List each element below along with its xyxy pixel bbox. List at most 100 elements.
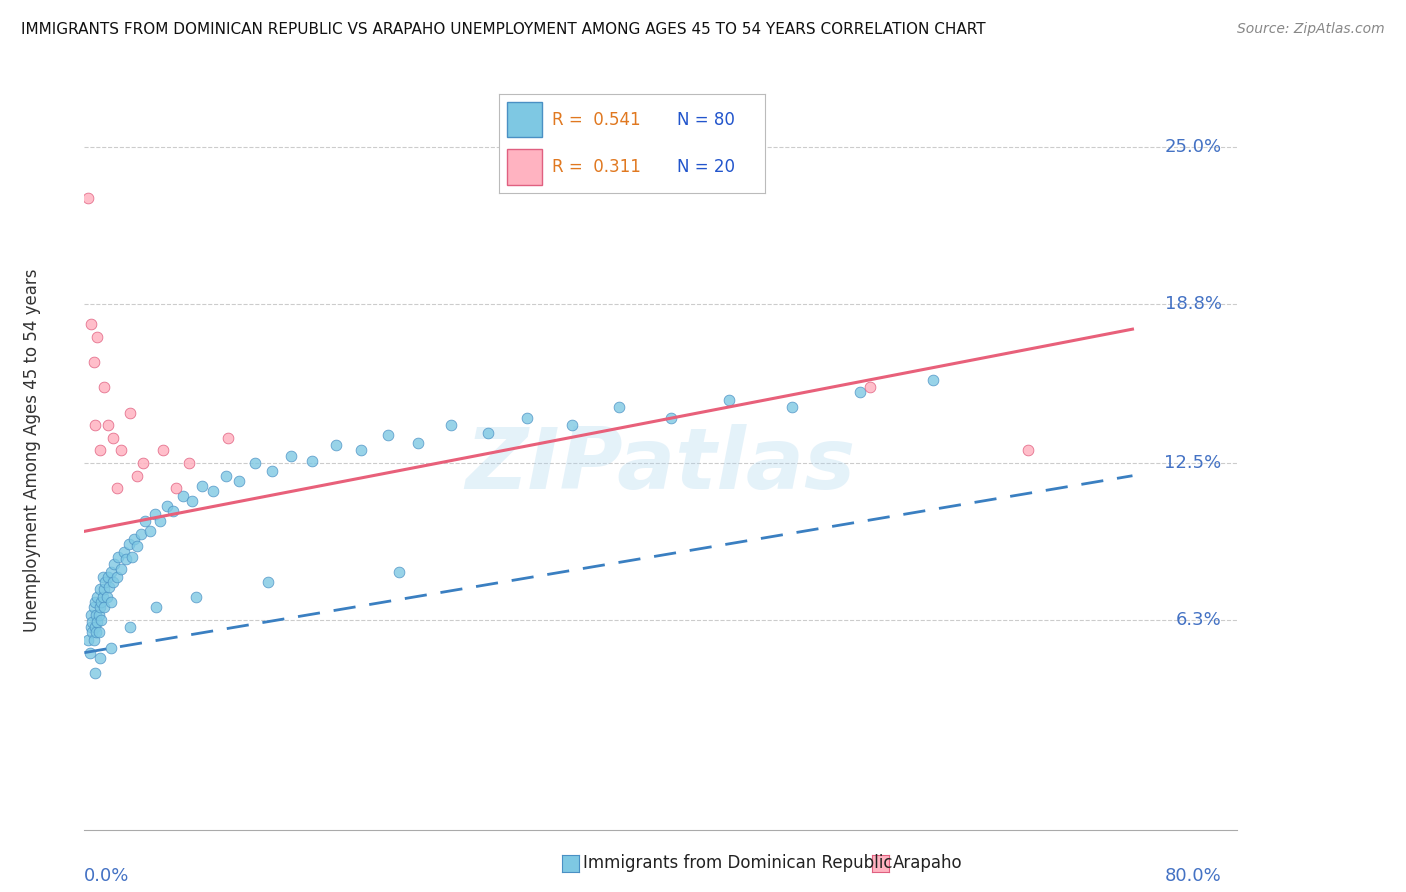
Point [89,582,111,597]
Point [83,600,105,615]
Point [179,456,201,470]
Point [143,507,166,521]
Point [780,401,803,415]
Point [717,392,740,407]
Point [79,646,101,660]
Point [125,468,148,483]
Point [80,317,103,331]
Point [112,544,135,558]
Point [607,401,630,415]
Point [121,549,143,564]
Point [134,514,156,528]
Point [93,600,115,615]
Point [120,406,142,420]
Point [83,418,105,433]
Point [89,443,111,458]
Point [162,504,184,518]
Point [80,607,103,622]
Point [84,607,107,622]
Point [86,330,108,344]
Point [377,428,399,442]
Point [100,595,122,609]
Point [152,443,174,458]
Point [83,595,105,609]
Point [90,613,112,627]
Point [156,499,179,513]
Point [86,590,108,604]
Point [218,431,240,445]
Point [125,540,148,554]
Point [94,574,117,589]
Text: Immigrants from Dominican Republic: Immigrants from Dominican Republic [583,855,893,872]
Point [82,615,104,630]
Point [180,494,202,508]
Point [82,625,104,640]
Point [388,565,411,579]
Point [77,633,100,648]
Point [440,418,463,433]
Point [103,557,125,572]
Point [408,435,430,450]
Point [516,410,538,425]
Point [132,456,155,470]
Point [139,524,162,539]
Text: ZIPatlas: ZIPatlas [465,424,856,508]
Text: 6.3%: 6.3% [1175,611,1222,629]
Text: Arapaho: Arapaho [893,855,963,872]
Point [84,625,107,640]
Point [149,514,172,528]
Point [83,355,105,369]
Point [243,456,266,470]
Text: 80.0%: 80.0% [1164,867,1222,886]
Point [172,489,194,503]
Point [350,443,373,458]
Point [97,418,120,433]
Point [83,620,105,634]
Point [256,574,278,589]
Text: 0.0%: 0.0% [84,867,129,886]
Point [89,650,111,665]
Point [228,474,250,488]
Point [100,640,122,655]
Text: Unemployment Among Ages 45 to 54 years: Unemployment Among Ages 45 to 54 years [24,268,42,632]
Point [659,410,682,425]
Point [105,482,128,496]
Point [90,595,112,609]
Point [107,549,129,564]
Text: 25.0%: 25.0% [1164,138,1222,156]
Point [922,373,945,387]
Point [280,449,302,463]
Point [91,590,114,604]
Point [87,607,110,622]
Point [86,615,108,630]
Point [477,425,499,440]
Point [120,620,142,634]
Text: 12.5%: 12.5% [1164,454,1222,472]
Point [129,526,152,541]
Point [77,191,100,205]
Point [110,562,132,576]
Point [325,438,347,452]
Point [260,464,283,478]
Point [215,468,238,483]
Point [93,582,115,597]
Point [96,590,118,604]
Point [103,431,124,445]
Point [118,537,141,551]
Point [93,380,115,394]
Point [165,482,187,496]
Point [115,552,138,566]
Point [83,633,105,648]
Point [110,443,132,458]
Point [91,570,114,584]
Point [122,532,145,546]
Point [301,453,323,467]
Text: IMMIGRANTS FROM DOMINICAN REPUBLIC VS ARAPAHO UNEMPLOYMENT AMONG AGES 45 TO 54 Y: IMMIGRANTS FROM DOMINICAN REPUBLIC VS AR… [21,22,986,37]
Point [105,570,128,584]
Point [80,620,103,634]
Point [98,580,121,594]
Point [561,418,583,433]
Point [191,479,214,493]
Point [87,625,110,640]
Point [859,380,882,394]
